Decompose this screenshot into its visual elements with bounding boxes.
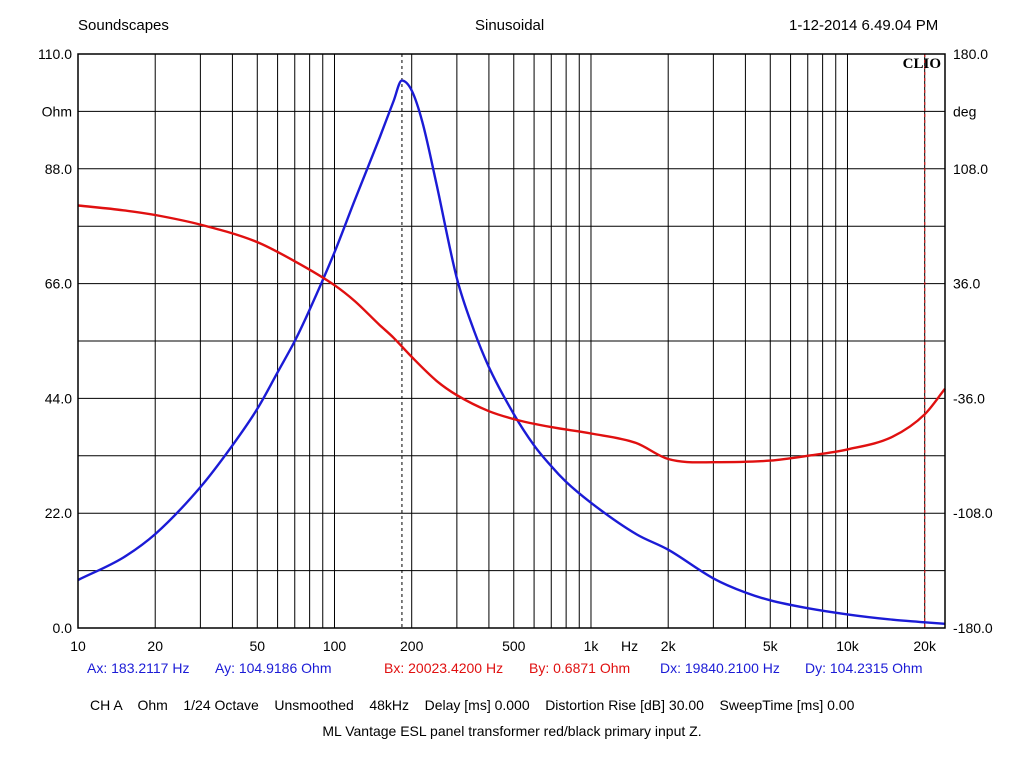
left-unit-label: Ohm	[42, 103, 72, 119]
x-tick-label: 20k	[913, 638, 937, 654]
x-tick-label: 1k	[584, 638, 600, 654]
measurement-settings: CH A Ohm 1/24 Octave Unsmoothed 48kHz De…	[90, 697, 855, 713]
plot-grid	[78, 54, 945, 628]
header-mode: Sinusoidal	[475, 17, 545, 34]
cursor-b-y: By: 0.6871 Ohm	[529, 660, 631, 676]
x-unit-label: Hz	[621, 638, 638, 654]
cursor-a-x: Ax: 183.2117 Hz	[87, 660, 190, 676]
x-tick-label: 200	[400, 638, 424, 654]
cursor-a-y: Ay: 104.9186 Ohm	[215, 660, 332, 676]
right-tick-label: -36.0	[953, 390, 985, 406]
left-tick-label: 66.0	[45, 276, 72, 292]
cursor-delta-y: Dy: 104.2315 Ohm	[805, 660, 923, 676]
header-title: Soundscapes	[78, 17, 169, 34]
x-tick-label: 10k	[836, 638, 860, 654]
phase-curve	[77, 204, 946, 464]
axis-labels: 0.0 22.0 44.0 66.0 88.0 110.0 -180.0 -108.0 -36.…	[38, 46, 993, 654]
plot-frame	[77, 53, 946, 629]
cursor-delta-x: Dx: 19840.2100 Hz	[660, 660, 780, 676]
right-tick-label: 108.0	[953, 161, 988, 177]
left-tick-label: 22.0	[45, 505, 72, 521]
chart-caption: ML Vantage ESL panel transformer red/bla…	[322, 723, 702, 739]
x-tick-label: 10	[70, 638, 86, 654]
left-tick-label: 0.0	[53, 620, 73, 636]
right-unit-label: deg	[953, 103, 976, 119]
cursor-b-x: Bx: 20023.4200 Hz	[384, 660, 504, 676]
x-tick-label: 2k	[661, 638, 677, 654]
x-tick-label: 50	[249, 638, 265, 654]
series-layer	[77, 79, 946, 625]
x-tick-label: 20	[147, 638, 163, 654]
x-tick-label: 500	[502, 638, 526, 654]
clio-logo: CLIO	[903, 56, 941, 72]
impedance-curve	[77, 79, 946, 625]
right-tick-label: 36.0	[953, 276, 980, 292]
left-tick-label: 88.0	[45, 161, 72, 177]
x-tick-label: 100	[323, 638, 347, 654]
left-tick-label: 44.0	[45, 390, 72, 406]
right-tick-label: -108.0	[953, 505, 993, 521]
header-timestamp: 1-12-2014 6.49.04 PM	[789, 17, 939, 34]
right-tick-label: -180.0	[953, 620, 993, 636]
right-tick-label: 180.0	[953, 46, 988, 62]
left-tick-label: 110.0	[38, 46, 72, 62]
x-tick-label: 5k	[763, 638, 779, 654]
